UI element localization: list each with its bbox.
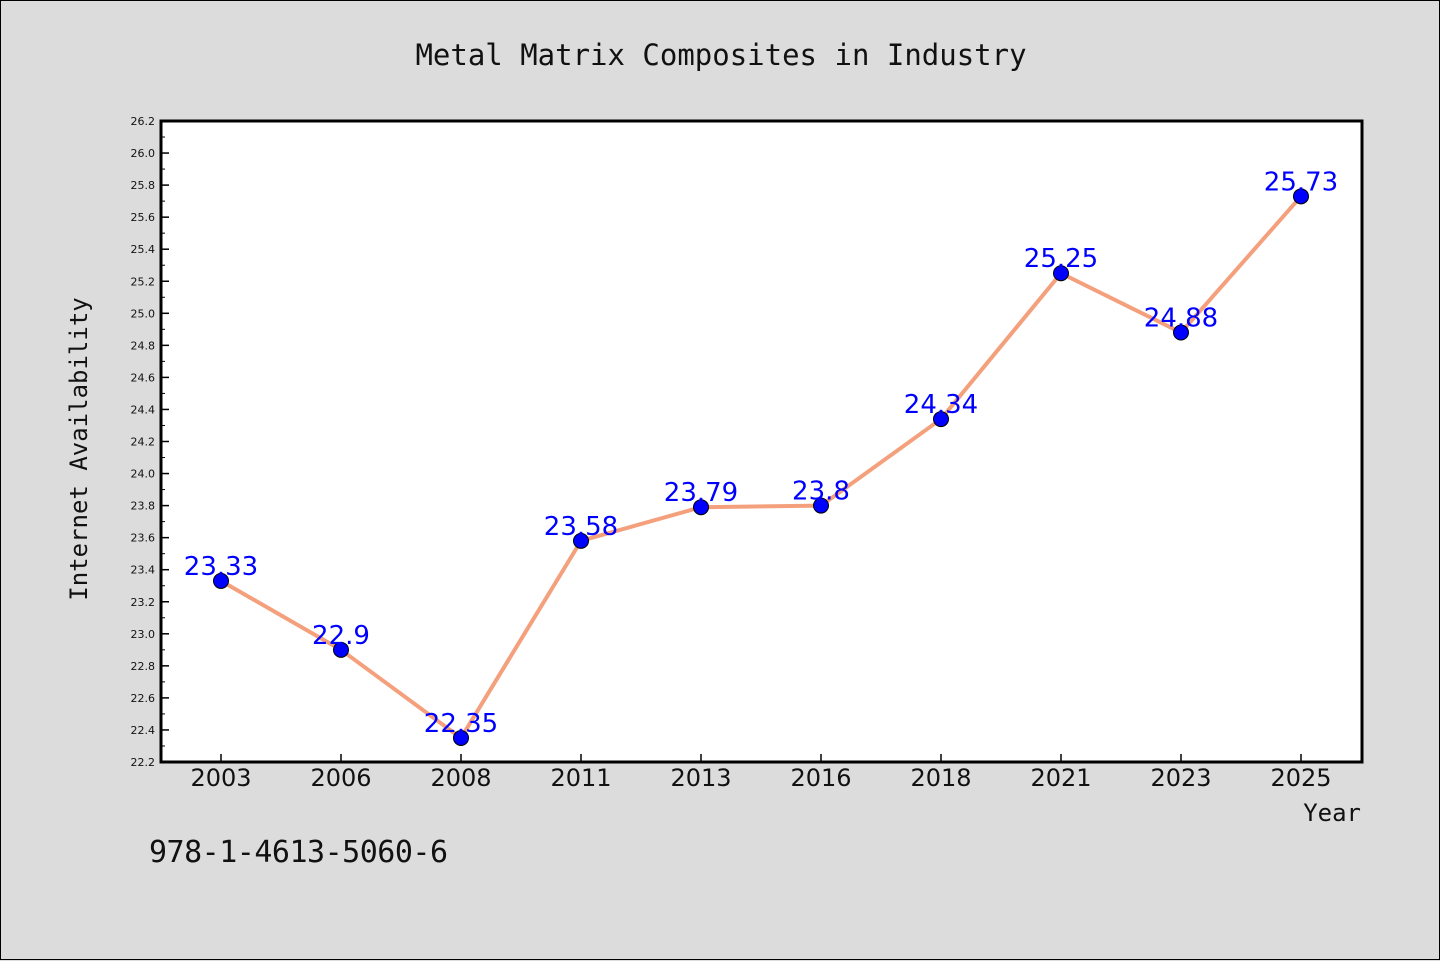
x-tick-label: 2021 bbox=[1030, 764, 1091, 792]
series-line bbox=[219, 194, 1303, 740]
y-tick-label: 22.4 bbox=[131, 724, 156, 737]
data-label: 23.33 bbox=[184, 552, 258, 582]
data-labels: 23.33 22.9 22.35 23.58 23.79 23.8 24.34 25.25 24… bbox=[184, 167, 1338, 739]
x-tick-label: 2018 bbox=[910, 764, 971, 792]
y-tick-label: 22.2 bbox=[131, 756, 156, 769]
y-tick-label: 23.0 bbox=[131, 628, 156, 641]
y-tick-label: 23.2 bbox=[131, 596, 156, 609]
y-tick-label: 23.4 bbox=[131, 564, 156, 577]
y-tick-label: 23.6 bbox=[131, 532, 156, 545]
x-tick-label: 2016 bbox=[790, 764, 851, 792]
data-label: 24.88 bbox=[1144, 304, 1218, 334]
chart-title: Metal Matrix Composites in Industry bbox=[415, 38, 1026, 72]
y-tick-label: 24.0 bbox=[131, 468, 156, 481]
x-tick-label: 2023 bbox=[1150, 764, 1211, 792]
series-line-group bbox=[219, 194, 1303, 740]
x-tick-label: 2013 bbox=[670, 764, 731, 792]
data-point bbox=[1173, 324, 1189, 341]
data-label: 23.58 bbox=[544, 512, 618, 542]
data-point bbox=[693, 499, 709, 516]
data-point bbox=[1293, 188, 1309, 205]
y-tick-label: 23.8 bbox=[131, 500, 156, 513]
data-label: 22.9 bbox=[312, 621, 370, 651]
data-point bbox=[1053, 265, 1069, 282]
plot-area bbox=[159, 119, 1364, 764]
data-point bbox=[933, 411, 949, 428]
data-point bbox=[573, 532, 589, 549]
isbn-text: 978-1-4613-5060-6 bbox=[149, 835, 448, 870]
y-tick-label: 24.2 bbox=[131, 436, 156, 449]
data-point bbox=[213, 572, 229, 589]
data-label: 24.34 bbox=[904, 390, 978, 420]
y-tick-label: 25.8 bbox=[131, 179, 156, 192]
y-tick-label: 22.6 bbox=[131, 692, 156, 705]
y-tick-label: 25.2 bbox=[131, 275, 156, 288]
y-tick-label: 24.8 bbox=[131, 339, 156, 352]
y-tick-label: 25.0 bbox=[131, 307, 156, 320]
data-label: 23.79 bbox=[664, 478, 738, 508]
y-tick-label: 26.2 bbox=[131, 115, 156, 128]
y-tick-label: 25.6 bbox=[131, 211, 156, 224]
data-markers bbox=[213, 188, 1309, 746]
x-axis-label: Year bbox=[1303, 799, 1361, 827]
y-tick-label: 24.4 bbox=[131, 403, 156, 416]
x-axis-ticks: 2003 2006 2008 2011 2013 2016 2018 2021 2023 2025 bbox=[190, 754, 1332, 792]
y-axis-label: Internet Availability bbox=[65, 297, 93, 600]
y-axis-ticks: 22.2 22.4 22.6 22.8 23.0 23.2 23.4 23.6 23.8 24.0… bbox=[131, 115, 169, 769]
x-tick-label: 2003 bbox=[190, 764, 251, 792]
data-label: 23.8 bbox=[792, 477, 850, 507]
x-tick-label: 2025 bbox=[1270, 764, 1331, 792]
data-point bbox=[813, 497, 829, 514]
x-tick-label: 2006 bbox=[310, 764, 371, 792]
data-label: 22.35 bbox=[424, 709, 498, 739]
data-label: 25.25 bbox=[1024, 244, 1098, 274]
data-point bbox=[333, 641, 349, 658]
x-tick-label: 2011 bbox=[550, 764, 611, 792]
y-tick-label: 26.0 bbox=[131, 147, 156, 160]
y-tick-label: 24.6 bbox=[131, 371, 156, 384]
data-label: 25.73 bbox=[1264, 167, 1338, 197]
y-tick-label: 22.8 bbox=[131, 660, 156, 673]
x-tick-label: 2008 bbox=[430, 764, 491, 792]
y-tick-label: 25.4 bbox=[131, 243, 156, 256]
data-point bbox=[453, 729, 469, 746]
